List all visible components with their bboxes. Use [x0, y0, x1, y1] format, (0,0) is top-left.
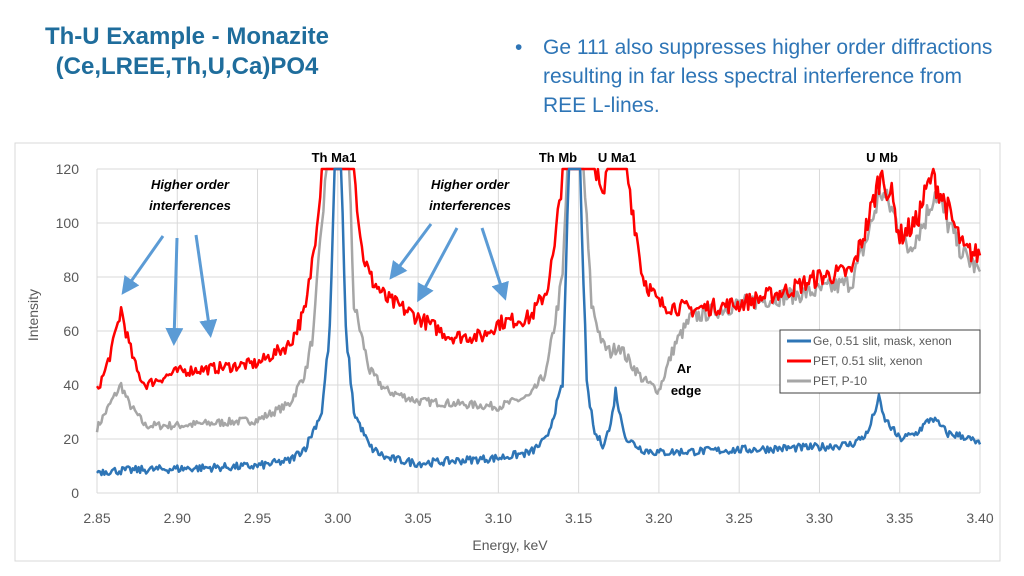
bullet-icon: • — [515, 36, 523, 59]
chart-frame — [14, 142, 1001, 562]
series-line-pet-p-10 — [95, 167, 982, 433]
label-th-mb: Th Mb — [539, 150, 577, 165]
x-tick-label: 3.05 — [404, 510, 431, 526]
arrow-icon — [194, 234, 218, 338]
arrow-icon — [121, 235, 165, 295]
y-tick-label: 60 — [63, 323, 79, 339]
x-tick-label: 2.90 — [164, 510, 191, 526]
x-tick-label: 3.40 — [966, 510, 993, 526]
series-line-ge-0-51-slit-mask-xenon — [96, 167, 982, 477]
x-tick-label: 3.15 — [565, 510, 592, 526]
legend: Ge, 0.51 slit, mask, xenon PET, 0.51 sli… — [779, 329, 981, 394]
x-tick-label: 2.85 — [83, 510, 110, 526]
y-tick-label: 120 — [56, 161, 80, 177]
label-u-mb: U Mb — [866, 150, 898, 165]
slide-title: Th-U Example - Monazite (Ce,LREE,Th,U,Ca… — [12, 22, 362, 82]
label-th-ma1: Th Ma1 — [312, 150, 357, 165]
x-tick-label: 3.25 — [726, 510, 753, 526]
label-ar: Ar — [677, 361, 691, 376]
y-tick-label: 0 — [71, 485, 79, 501]
x-tick-label: 3.20 — [645, 510, 672, 526]
arrow-icon — [389, 223, 433, 280]
bullet-text: Ge 111 also suppresses higher order diff… — [543, 36, 993, 117]
label-hoi-1a: Higher order — [151, 177, 230, 192]
y-tick-label: 80 — [63, 269, 79, 285]
y-tick-label: 40 — [63, 377, 79, 393]
legend-label-ge: Ge, 0.51 slit, mask, xenon — [813, 334, 952, 348]
x-tick-label: 3.00 — [324, 510, 351, 526]
arrow-icon — [417, 227, 459, 303]
x-tick-label: 2.95 — [244, 510, 271, 526]
x-tick-label: 3.35 — [886, 510, 913, 526]
bullet-point: • Ge 111 also suppresses higher order di… — [515, 33, 995, 120]
label-hoi-2a: Higher order — [431, 177, 510, 192]
arrow-icon — [165, 237, 184, 346]
label-u-ma1: U Ma1 — [598, 150, 636, 165]
y-tick-label: 20 — [63, 431, 79, 447]
x-axis-label: Energy, keV — [472, 537, 548, 553]
series-line-pet-0-51-slit-xenon — [95, 167, 982, 391]
label-hoi-1b: interferences — [149, 198, 231, 213]
title-line-1: Th-U Example - Monazite — [44, 23, 330, 50]
arrow-icon — [480, 227, 509, 301]
x-tick-label: 3.30 — [806, 510, 833, 526]
y-tick-label: 100 — [56, 215, 80, 231]
legend-box — [779, 329, 981, 394]
legend-label-pet-xenon: PET, 0.51 slit, xenon — [813, 354, 922, 368]
tick-labels: 0 20 40 60 80 100 120 2.85 2.90 2.95 3.00 3.05 3.10 3… — [56, 161, 994, 526]
y-axis-label: Intensity — [25, 289, 41, 341]
series-lines — [95, 167, 982, 477]
title-line-2: (Ce,LREE,Th,U,Ca)PO4 — [55, 53, 319, 80]
legend-label-pet-p10: PET, P-10 — [813, 374, 867, 388]
label-edge: edge — [671, 383, 701, 398]
label-hoi-2b: interferences — [429, 198, 511, 213]
x-tick-label: 3.10 — [485, 510, 512, 526]
